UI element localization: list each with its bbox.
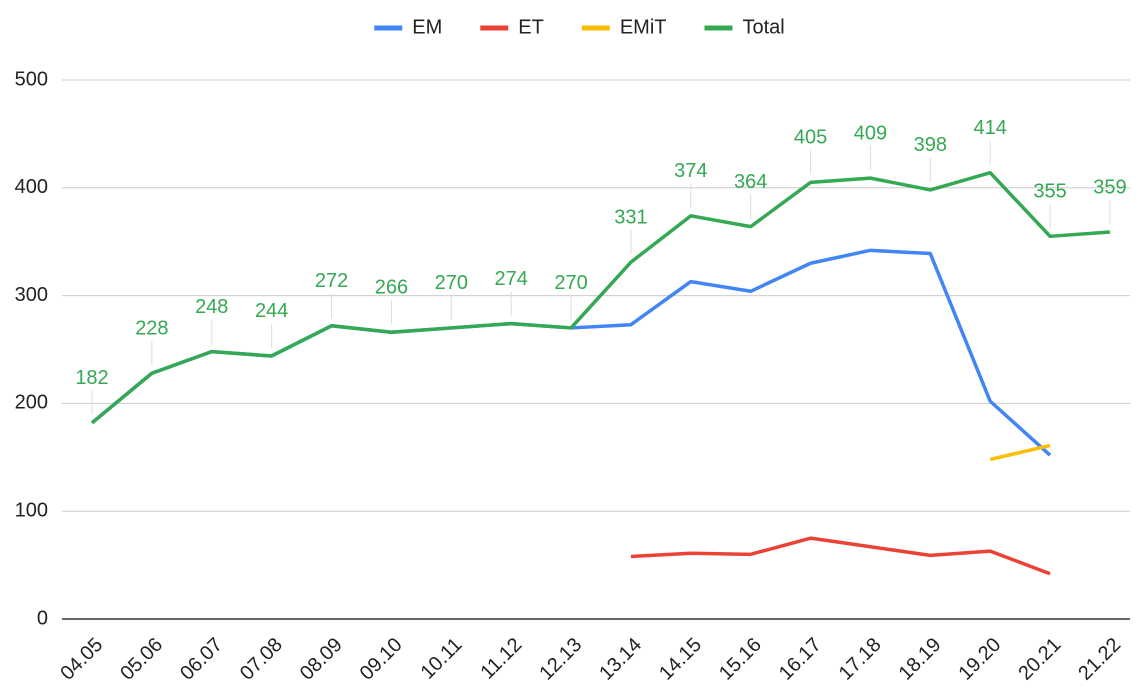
data-label: 270 [554, 272, 587, 294]
series-line [989, 443, 1051, 462]
x-tick-label: 17.18 [835, 634, 886, 685]
legend: EM ET EMiT Total [374, 16, 785, 38]
series-line [630, 536, 1051, 576]
data-label: 248 [195, 296, 228, 318]
y-tick-label: 400 [15, 176, 48, 198]
x-tick-label: 15.16 [715, 634, 766, 685]
x-tick-label: 20.21 [1014, 634, 1065, 685]
x-tick-label: 12.13 [535, 634, 586, 685]
x-tick-label: 05.06 [116, 634, 167, 685]
data-label: 414 [974, 117, 1007, 139]
legend-label: ET [518, 16, 544, 38]
x-tick-label: 19.20 [955, 634, 1006, 685]
x-tick-label: 04.05 [56, 634, 107, 685]
data-label: 355 [1033, 181, 1066, 203]
data-label: 244 [255, 300, 288, 322]
y-tick-label: 500 [15, 68, 48, 90]
data-label: 274 [494, 268, 527, 290]
legend-label: Total [742, 16, 784, 38]
data-label: 182 [75, 367, 108, 389]
data-label: 359 [1093, 176, 1126, 198]
legend-label: EMiT [620, 16, 667, 38]
x-tick-label: 14.15 [655, 634, 706, 685]
series-line [90, 170, 1111, 425]
x-tick-label: 13.14 [595, 634, 646, 685]
data-label: 364 [734, 171, 767, 193]
data-label: 409 [854, 122, 887, 144]
x-tick-label: 08.09 [296, 634, 347, 685]
y-tick-label: 0 [37, 607, 48, 629]
x-tick-label: 18.19 [895, 634, 946, 685]
y-tick-label: 200 [15, 392, 48, 414]
legend-label: EM [412, 16, 442, 38]
x-tick-label: 11.12 [477, 634, 527, 684]
y-tick-label: 100 [15, 499, 48, 521]
data-label: 398 [914, 134, 947, 156]
x-tick-label: 21.22 [1074, 634, 1125, 685]
data-label: 405 [794, 127, 827, 149]
x-tick-label: 09.10 [356, 634, 407, 685]
data-label: 374 [674, 160, 707, 182]
x-tick-label: 16.17 [775, 634, 826, 685]
data-label: 270 [435, 272, 468, 294]
data-label: 272 [315, 270, 348, 292]
y-tick-label: 300 [15, 284, 48, 306]
x-tick-label: 06.07 [176, 634, 227, 685]
data-label: 266 [375, 277, 408, 299]
x-tick-label: 10.11 [417, 634, 467, 684]
data-label: 228 [135, 317, 168, 339]
data-label: 331 [614, 206, 647, 228]
x-tick-label: 07.08 [236, 634, 287, 685]
